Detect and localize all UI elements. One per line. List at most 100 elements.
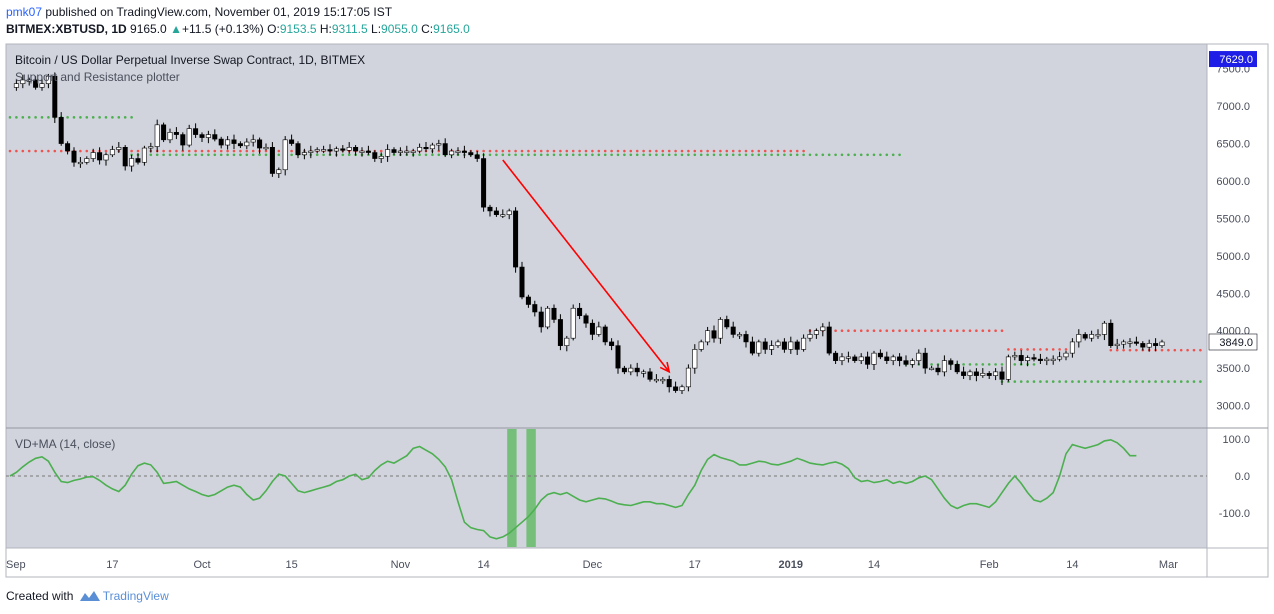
price-tick-label: 5000.0 <box>1216 251 1250 263</box>
support-dot <box>1090 380 1093 383</box>
price-axis[interactable]: 7500.07000.06500.06000.05500.05000.04500… <box>1208 51 1258 520</box>
resistance-dot <box>655 149 658 153</box>
candle-body <box>775 341 781 346</box>
candle-body <box>685 367 691 388</box>
support-dot <box>962 363 965 366</box>
candle-body <box>173 132 179 135</box>
candle <box>769 340 775 356</box>
resistance-dot <box>623 149 626 153</box>
candle <box>717 317 723 344</box>
candle <box>13 79 19 91</box>
candle-body <box>52 75 58 118</box>
candle <box>385 144 391 162</box>
time-axis[interactable]: Sep 17 Oct 15 Nov 14 Dec 17 2019 14 Feb 14 Mar <box>6 559 1178 571</box>
candle <box>442 138 448 158</box>
candle <box>705 326 711 346</box>
candle-body <box>973 371 979 376</box>
candle <box>58 112 64 146</box>
candle-body <box>525 296 531 305</box>
oscillator-tick-label: 0.0 <box>1235 471 1250 483</box>
resistance-dot <box>1173 348 1177 352</box>
candle-body <box>231 139 237 144</box>
support-dot <box>1083 380 1087 383</box>
support-dot <box>783 153 786 157</box>
support-dot <box>66 116 69 119</box>
candle-body <box>865 356 871 365</box>
change-value: +11.5 (+0.13%) <box>181 22 264 36</box>
candle <box>858 353 864 364</box>
candle <box>679 384 685 394</box>
support-dot <box>520 153 524 157</box>
candle-body <box>71 150 77 163</box>
candle <box>180 132 186 151</box>
candle-body <box>461 150 467 153</box>
support-dot <box>1154 380 1157 383</box>
candle <box>20 74 26 89</box>
candle-body <box>1057 356 1063 360</box>
candle-body <box>45 75 51 84</box>
candle-body <box>269 146 275 174</box>
candle-body <box>276 169 282 174</box>
candle-body <box>289 139 295 144</box>
candle <box>84 156 90 165</box>
support-dot <box>802 153 805 157</box>
oscillator-pane-background <box>6 428 1207 548</box>
candle <box>205 130 211 144</box>
close-label: C: <box>421 22 434 36</box>
candle-body <box>628 367 634 373</box>
candle-body <box>1133 341 1139 344</box>
support-dot <box>226 153 229 157</box>
resistance-dot <box>34 149 37 153</box>
candle <box>845 351 851 363</box>
resistance-dot <box>571 149 575 153</box>
resistance-dot <box>290 149 293 153</box>
candle-body <box>308 150 314 153</box>
candle-body <box>583 315 589 324</box>
resistance-dot <box>667 149 671 153</box>
candle-body <box>333 148 339 152</box>
candle-body <box>1108 322 1114 346</box>
candle-body <box>519 266 525 298</box>
time-tick-label: Sep <box>6 559 26 571</box>
support-dot <box>891 153 895 157</box>
resistance-dot <box>1007 348 1010 351</box>
candle <box>1031 353 1037 362</box>
support-dot <box>149 153 153 157</box>
candle <box>621 365 627 375</box>
support-dot <box>930 363 933 366</box>
resistance-dot <box>795 149 799 153</box>
price-tick-label: 3500.0 <box>1216 363 1250 375</box>
candle-body <box>647 371 653 380</box>
support-dot <box>687 153 690 157</box>
highlight-bars <box>507 429 536 547</box>
support-level-1 <box>123 153 901 157</box>
candle <box>276 167 282 178</box>
support-dot <box>821 153 825 157</box>
oscillator-series <box>9 438 1137 540</box>
support-dot <box>546 153 549 157</box>
support-dot <box>175 153 178 157</box>
arrow-head <box>659 361 671 374</box>
resistance-dot <box>245 149 249 153</box>
resistance-dot <box>578 149 581 153</box>
resistance-dot <box>1186 348 1189 352</box>
support-dot <box>1192 380 1196 383</box>
candle <box>545 305 551 330</box>
support-dot <box>91 116 95 119</box>
candle <box>1133 336 1139 346</box>
candle-body <box>26 79 32 82</box>
candle <box>685 364 691 392</box>
candle-body <box>186 128 192 146</box>
support-dot <box>776 153 780 157</box>
resistance-dot <box>597 149 601 153</box>
candle <box>980 368 986 378</box>
support-dot <box>898 153 901 157</box>
candle <box>109 145 115 158</box>
support-dot <box>539 153 543 157</box>
tradingview-brand[interactable]: TradingView <box>102 589 169 603</box>
candle <box>461 145 467 159</box>
candle-body <box>801 337 807 350</box>
resistance-dot <box>1199 348 1202 352</box>
author-name[interactable]: pmk07 <box>6 5 43 19</box>
